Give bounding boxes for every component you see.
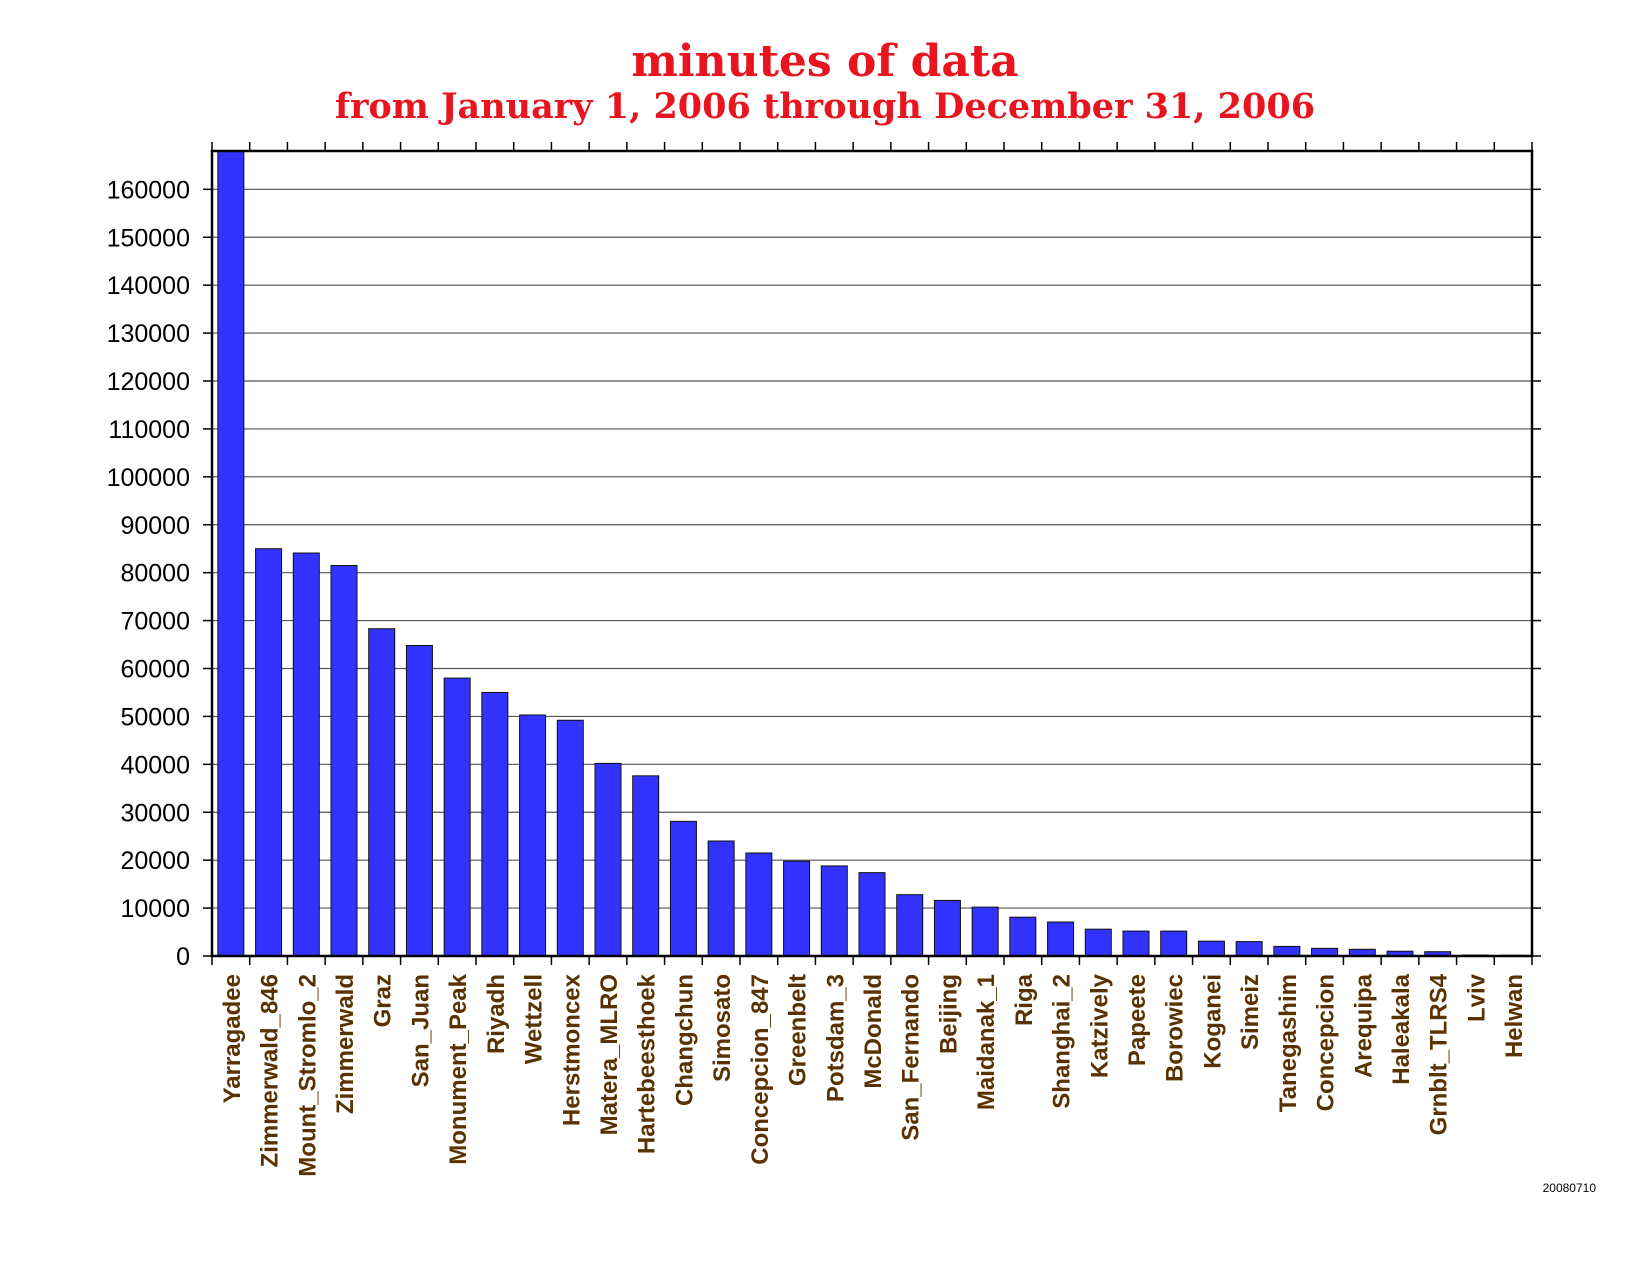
y-tick-label: 30000 bbox=[120, 799, 190, 827]
chart-title: minutes of data bbox=[631, 36, 1019, 87]
x-tick-label: Riyadh bbox=[483, 974, 510, 1054]
y-tick-label: 100000 bbox=[107, 464, 190, 492]
y-tick-label: 160000 bbox=[107, 176, 190, 204]
x-tick-label: Beijing bbox=[935, 974, 962, 1054]
x-tick-label: Tanegashim bbox=[1275, 974, 1302, 1112]
x-tick-label: Arequipa bbox=[1350, 973, 1377, 1078]
bar bbox=[1122, 930, 1150, 957]
y-tick-label: 0 bbox=[176, 943, 190, 971]
y-tick-label: 80000 bbox=[120, 560, 190, 588]
bar bbox=[707, 840, 735, 957]
x-tick-label: Simeiz bbox=[1237, 974, 1264, 1050]
y-tick-label: 140000 bbox=[107, 272, 190, 300]
x-tick-label: Riga bbox=[1011, 973, 1038, 1026]
x-tick-label: Papeete bbox=[1124, 974, 1151, 1066]
x-tick-label: San_Juan bbox=[407, 974, 434, 1087]
chart-subtitle: from January 1, 2006 through December 31… bbox=[334, 86, 1316, 127]
bar bbox=[632, 775, 660, 957]
x-tick-label: Potsdam_3 bbox=[822, 974, 849, 1102]
bar bbox=[405, 645, 433, 957]
bar bbox=[556, 719, 584, 957]
bar bbox=[1084, 928, 1112, 957]
plot-frame bbox=[210, 149, 1534, 958]
bar bbox=[594, 762, 622, 957]
bar bbox=[820, 865, 848, 957]
x-tick-label: Haleakala bbox=[1388, 973, 1415, 1084]
x-tick-label: Mount_Stromlo_2 bbox=[294, 974, 321, 1177]
y-tick-label: 90000 bbox=[120, 512, 190, 540]
y-tick-label: 10000 bbox=[120, 895, 190, 923]
bar bbox=[481, 691, 509, 957]
bar bbox=[519, 714, 547, 957]
x-tick-label: Maidanak_1 bbox=[973, 974, 1000, 1110]
bar bbox=[896, 894, 924, 957]
y-tick-label: 60000 bbox=[120, 656, 190, 684]
y-tick-label: 40000 bbox=[120, 751, 190, 779]
x-tick-label: Concepcion_847 bbox=[747, 974, 774, 1165]
y-tick-label: 150000 bbox=[107, 224, 190, 252]
bar bbox=[1273, 945, 1301, 957]
date-stamp: 20080710 bbox=[1542, 1181, 1596, 1195]
bar bbox=[1197, 940, 1225, 957]
y-tick-label: 20000 bbox=[120, 847, 190, 875]
y-tick-label: 50000 bbox=[120, 703, 190, 731]
bar bbox=[745, 852, 773, 957]
bar bbox=[1160, 930, 1188, 957]
x-tick-label: Zimmerwald_846 bbox=[257, 974, 284, 1167]
x-tick-label: Monument_Peak bbox=[445, 973, 472, 1164]
x-axis-tick-labels: Yarragadee Zimmerwald_846 Mount_Stromlo_2 Z… bbox=[219, 973, 1528, 1176]
y-tick-label: 120000 bbox=[107, 368, 190, 396]
x-tick-label: Shanghai_2 bbox=[1049, 974, 1076, 1109]
bar bbox=[971, 906, 999, 957]
x-tick-label: Koganei bbox=[1199, 974, 1226, 1069]
x-tick-label: Matera_MLRO bbox=[596, 974, 623, 1135]
bar bbox=[217, 150, 245, 957]
bar bbox=[292, 552, 320, 957]
bar bbox=[330, 564, 358, 957]
bar bbox=[1009, 916, 1037, 957]
x-tick-label: Grnblt_TLRS4 bbox=[1426, 973, 1453, 1135]
bars bbox=[217, 150, 1527, 957]
x-tick-label: Yarragadee bbox=[219, 974, 246, 1103]
bar bbox=[255, 548, 283, 957]
bar bbox=[368, 628, 396, 957]
bar bbox=[933, 899, 961, 957]
x-tick-label: San_Fernando bbox=[898, 974, 925, 1141]
y-axis-tick-labels: 0 10000 20000 30000 40000 50000 60000 70000 8000… bbox=[107, 176, 190, 971]
bar bbox=[1047, 921, 1075, 957]
x-tick-label: Wettzell bbox=[521, 974, 548, 1064]
x-tick-label: Lviv bbox=[1463, 973, 1490, 1022]
x-tick-label: Graz bbox=[370, 974, 397, 1027]
x-tick-label: McDonald bbox=[860, 974, 887, 1089]
bar bbox=[1235, 941, 1263, 957]
x-tick-label: Helwan bbox=[1501, 974, 1528, 1058]
x-tick-label: Hartebeesthoek bbox=[634, 973, 661, 1154]
y-tick-label: 110000 bbox=[108, 416, 190, 444]
x-tick-label: Greenbelt bbox=[785, 974, 812, 1086]
y-tick-label: 130000 bbox=[107, 320, 190, 348]
x-tick-label: Zimmerwald bbox=[332, 974, 359, 1114]
x-tick-label: Concepcion bbox=[1313, 974, 1340, 1111]
tick-marks bbox=[203, 142, 1541, 965]
x-tick-label: Herstmoncex bbox=[558, 973, 585, 1126]
y-tick-label: 70000 bbox=[120, 608, 190, 636]
x-tick-label: Simosato bbox=[709, 974, 736, 1082]
x-tick-label: Borowiec bbox=[1162, 974, 1189, 1082]
bar bbox=[443, 677, 471, 957]
bar bbox=[669, 820, 697, 957]
bar bbox=[783, 860, 811, 957]
bar bbox=[858, 872, 886, 957]
x-tick-label: Katzively bbox=[1086, 973, 1113, 1078]
x-tick-label: Changchun bbox=[671, 974, 698, 1106]
